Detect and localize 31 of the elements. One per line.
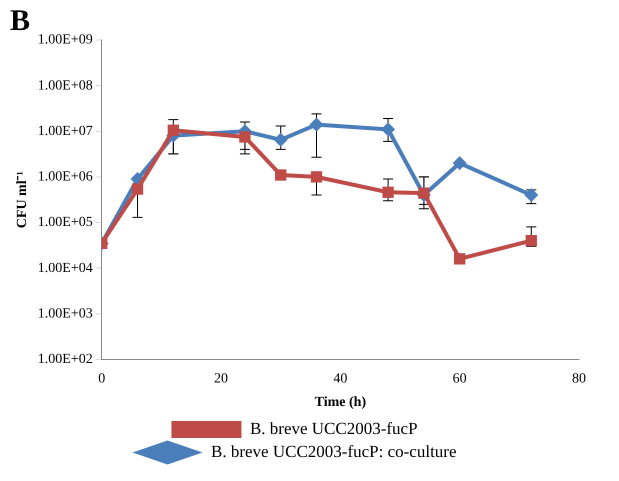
point (275, 169, 286, 181)
x-tick-label: 60 (452, 371, 467, 386)
point (454, 253, 466, 264)
point (418, 188, 430, 199)
y-tick-label: 1.00E+05 (38, 215, 93, 230)
y-tick-label: 1.00E+02 (38, 352, 93, 368)
point (168, 124, 179, 136)
chart-title: B (10, 4, 30, 37)
x-tick-label: 0 (98, 371, 106, 386)
y-axis-title: CFU ml⁻¹ (15, 171, 30, 228)
legend-label: B. breve UCC2003-fucP (250, 418, 418, 438)
y-tick-label: 1.00E+08 (38, 78, 93, 94)
legend-label: B. breve UCC2003-fucP: co-culture (211, 442, 456, 461)
x-tick-label: 40 (333, 371, 348, 386)
point (310, 171, 322, 183)
point (239, 131, 251, 143)
y-tick-label: 1.00E+04 (38, 260, 93, 276)
point (274, 132, 288, 147)
point (452, 156, 467, 170)
y-tick-label: 1.00E+06 (38, 170, 93, 185)
point (381, 122, 396, 136)
y-tick-label: 1.00E+03 (38, 306, 93, 322)
point (132, 183, 144, 195)
x-axis-title: Time (h) (314, 395, 366, 410)
point (382, 186, 394, 198)
x-tick-label: 20 (214, 371, 228, 386)
point (526, 235, 537, 246)
y-tick-label: 1.00E+09 (38, 32, 93, 48)
point (310, 118, 324, 132)
x-tick-label: 80 (572, 371, 586, 386)
y-tick-label: 1.00E+07 (38, 124, 93, 139)
